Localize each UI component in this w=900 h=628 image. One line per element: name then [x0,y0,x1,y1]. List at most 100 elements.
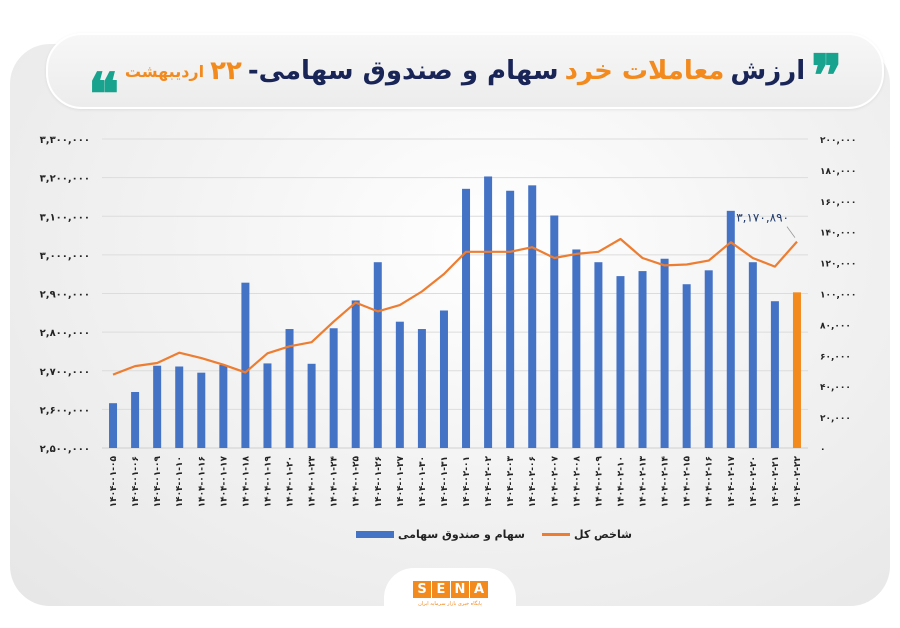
x-axis-label: ۱۴۰۴-۰۱-۱۰ [175,456,185,507]
legend-line-label: شاخص کل [574,528,632,541]
bar [241,282,250,448]
right-axis-tick: ۴۰,۰۰۰ [820,383,851,393]
left-axis-tick: ۳,۰۰۰,۰۰۰ [40,251,90,262]
left-axis-tick: ۳,۳۰۰,۰۰۰ [40,135,90,146]
bar [616,276,625,448]
bar [285,329,294,448]
bar [109,403,118,448]
x-axis-label: ۱۴۰۴-۰۱-۲۴ [330,455,340,507]
line-path [112,237,798,376]
bar [263,363,272,448]
right-axis-tick: ۱۲۰,۰۰۰ [820,260,856,270]
x-axis-label: ۱۴۰۴-۰۱-۲۵ [352,455,362,507]
x-axis-label: ۱۴۰۴-۰۱-۱۹ [263,455,273,507]
bar [528,185,537,448]
bar [219,364,228,448]
bar [131,391,140,448]
logo-letter: A [470,581,488,598]
legend-bar-swatch [356,531,394,538]
logo-letter: S [413,581,431,598]
right-axis-tick: ۲۰۰,۰۰۰ [820,136,856,146]
left-axis-tick: ۲,۵۰۰,۰۰۰ [40,444,90,455]
bar [550,215,559,448]
title-day: ۲۲ [210,56,242,86]
right-axis-tick: ۱۴۰,۰۰۰ [820,229,856,239]
bar [638,271,647,448]
annotation: ۳,۱۷۰,۸۹۰ [736,211,796,238]
left-axis-tick: ۲,۷۰۰,۰۰۰ [40,367,90,378]
x-axis-label: ۱۴۰۴-۰۱-۲۰ [286,456,296,507]
x-axis-label: ۱۴۰۴-۰۱-۰۶ [131,456,141,507]
x-axis-label: ۱۴۰۴-۰۲-۲۱ [771,456,781,507]
bar [462,188,471,449]
right-axis-tick: ۸۰,۰۰۰ [820,321,851,331]
logo-letter: N [451,581,469,598]
x-axis-label: ۱۴۰۴-۰۲-۱۰ [616,456,626,507]
left-axis-tick: ۳,۱۰۰,۰۰۰ [40,212,90,223]
bar [660,258,669,448]
bar [153,365,162,448]
x-axis-label: ۱۴۰۴-۰۲-۱۵ [683,455,693,507]
x-axis-label: ۱۴۰۴-۰۲-۱۶ [705,456,715,507]
right-axis-tick: ۶۰,۰۰۰ [820,352,851,362]
legend-line-item: شاخص کل [542,528,632,541]
bar [726,210,735,448]
x-axis-label: ۱۴۰۴-۰۲-۲۲ [793,455,803,507]
left-axis-tick: ۲,۶۰۰,۰۰۰ [40,405,90,416]
title-highlight: معاملات خرد [564,56,725,86]
bar [439,310,448,448]
footer-tab [384,568,516,628]
x-axis-label: ۱۴۰۴-۰۱-۱۷ [219,455,229,507]
bar [395,321,404,448]
line-series [112,237,798,376]
bar-series [109,176,801,449]
x-axis-label: ۱۴۰۴-۰۲-۰۷ [550,455,560,507]
x-axis-label: ۱۴۰۴-۰۱-۰۵ [109,455,119,507]
x-axis-label: ۱۴۰۴-۰۱-۳۰ [418,456,428,507]
right-axis-tick: ۲۰,۰۰۰ [820,414,851,424]
right-axis-tick: ۱۸۰,۰۰۰ [820,167,856,177]
logo-subtitle: پایگاه خبری بازار سرمایه ایران [418,601,482,607]
legend-bar-item: سهام و صندوق سهامی [356,528,525,541]
title-month: اردیبهشت [124,61,205,81]
x-axis-label: ۱۴۰۴-۰۱-۲۶ [374,456,384,507]
x-axis-label: ۱۴۰۴-۰۱-۲۷ [396,455,406,507]
bar [307,363,316,448]
left-axis-tick: ۳,۲۰۰,۰۰۰ [40,174,90,185]
bar [704,270,713,448]
bar [594,262,603,448]
x-axis-label: ۱۴۰۴-۰۲-۰۲ [484,455,494,507]
bar [506,190,515,448]
x-axis-label: ۱۴۰۴-۰۱-۱۸ [241,455,251,507]
x-axis-label: ۱۴۰۴-۰۲-۰۳ [506,455,516,507]
x-axis-label: ۱۴۰۴-۰۱-۱۶ [197,456,207,507]
bar [770,301,779,448]
x-axis-label: ۱۴۰۴-۰۲-۰۱ [462,456,472,507]
right-axis: ۰ ۲۰,۰۰۰ ۴۰,۰۰۰ ۶۰,۰۰۰ ۸۰,۰۰۰ ۱۰۰,۰۰۰ ۱۲۰,۰۰۰ ۱… [820,136,856,455]
right-axis-tick: ۱۶۰,۰۰۰ [820,198,856,208]
logo-letter: E [432,581,450,598]
gridlines [102,138,808,449]
bar [373,262,382,448]
annotation-label: ۳,۱۷۰,۸۹۰ [736,211,789,225]
quote-open-icon: ❞ [811,47,843,95]
bar [682,284,691,448]
bar [417,329,426,448]
x-axis-label: ۱۴۰۴-۰۲-۲۰ [749,456,759,507]
x-axis-label: ۱۴۰۴-۰۱-۳۱ [440,456,450,507]
bar [484,176,493,448]
left-axis: ۲,۵۰۰,۰۰۰ ۲,۶۰۰,۰۰۰ ۲,۷۰۰,۰۰۰ ۲,۸۰۰,۰۰۰ ۲,۹۰… [40,135,90,455]
title-word-3: سهام و صندوق سهامی- [247,56,559,86]
legend-line-swatch [542,533,570,536]
x-axis-label: ۱۴۰۴-۰۲-۱۳ [639,455,649,507]
left-axis-tick: ۲,۸۰۰,۰۰۰ [40,328,90,339]
x-axis-labels: ۱۴۰۴-۰۱-۰۵ ۱۴۰۴-۰۱-۰۶ ۱۴۰۴-۰۱-۰۹ ۱۴۰۴-۰۱-۱۰… [109,455,803,507]
bar [572,249,581,448]
x-axis-label: ۱۴۰۴-۰۲-۱۷ [727,455,737,507]
bar [329,328,338,448]
x-axis-label: ۱۴۰۴-۰۱-۰۹ [153,455,163,507]
x-axis-label: ۱۴۰۴-۰۲-۰۸ [572,455,582,507]
x-axis-label: ۱۴۰۴-۰۲-۰۹ [594,455,604,507]
bar [748,262,757,448]
